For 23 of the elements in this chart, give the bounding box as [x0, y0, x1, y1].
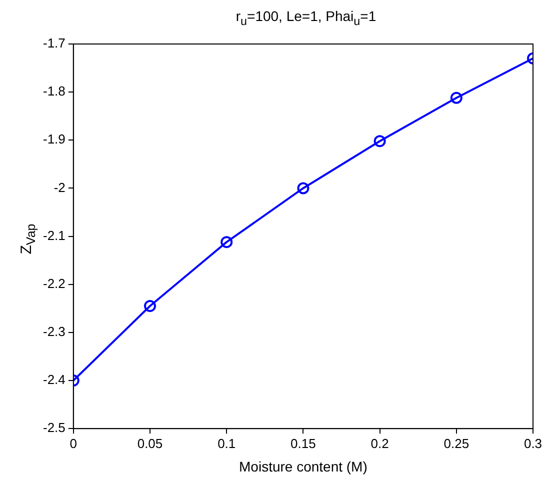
- point: [297, 182, 310, 194]
- x-tick-label: 0.15: [290, 436, 316, 451]
- y-tick-label: -1.8: [42, 84, 66, 99]
- x-tick-label: 0.1: [218, 436, 236, 451]
- point: [374, 135, 386, 148]
- x-axis-title: Moisture content (M): [239, 458, 368, 474]
- y-tick-label: -1.9: [42, 132, 66, 147]
- point: [144, 300, 156, 312]
- x-tick-label: 0: [70, 436, 78, 451]
- y-tick-label: -2.3: [42, 324, 66, 340]
- y-tick-label: -2.5: [42, 420, 66, 436]
- point: [450, 92, 462, 104]
- point: [220, 236, 233, 248]
- x-tick-label: 0.05: [137, 436, 163, 451]
- x-tick-label: 0.3: [524, 436, 542, 451]
- y-tick-label: -2.4: [42, 372, 66, 388]
- x-tick-label: 0.2: [370, 436, 389, 451]
- x-tick-label: 0.25: [444, 436, 470, 451]
- y-tick-label: -1.7: [42, 36, 66, 51]
- y-tick-label: -2.1: [42, 228, 66, 243]
- y-tick-label: -2: [54, 180, 66, 195]
- y-tick-label: -2.2: [42, 276, 66, 291]
- chart-title: r$_{u}$=100, Le=1, Phai$_{u}$=1: [234, 8, 378, 28]
